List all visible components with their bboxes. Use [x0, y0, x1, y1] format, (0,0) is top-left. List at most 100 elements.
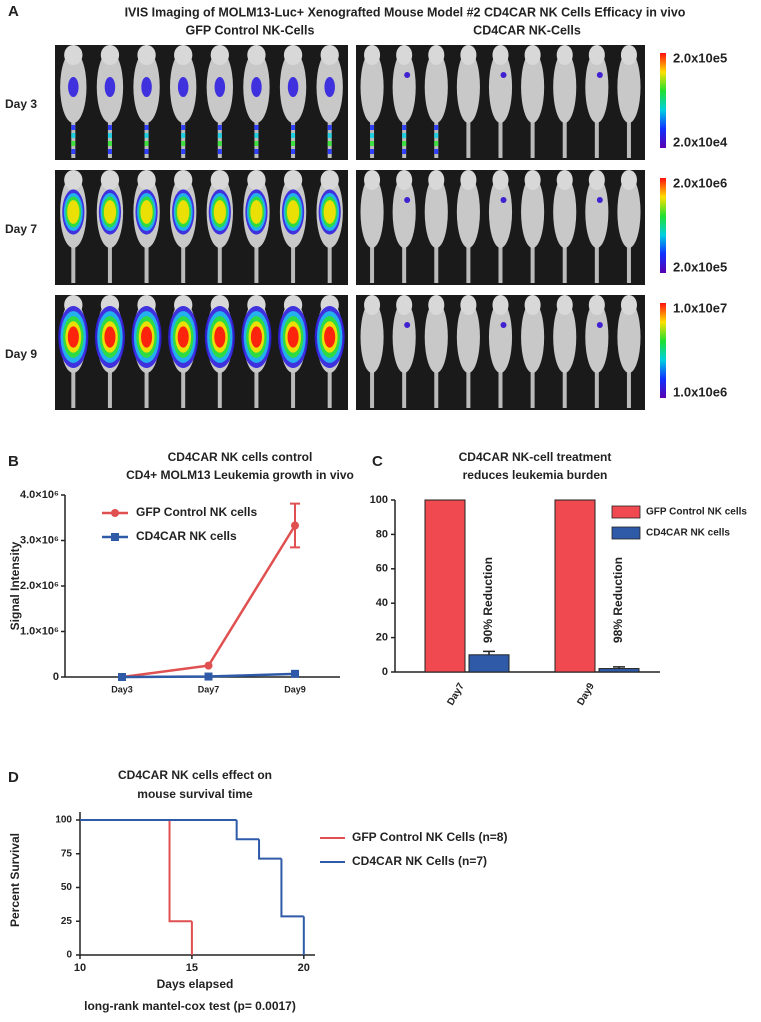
y-axis-label: Signal Intensity — [8, 541, 22, 630]
mouse-body — [392, 176, 416, 248]
error-bar — [613, 666, 625, 669]
legend-label: CD4CAR NK Cells (n=7) — [352, 854, 487, 868]
mouse-body — [360, 301, 384, 373]
mouse-body — [424, 51, 448, 123]
mouse-head — [620, 45, 637, 65]
legend-label: GFP Control NK cells — [136, 505, 257, 519]
signal — [434, 125, 439, 130]
signal — [254, 141, 259, 146]
y-tick-label: 60 — [376, 563, 388, 575]
signal — [181, 141, 186, 146]
signal — [291, 149, 296, 154]
signal — [213, 200, 226, 224]
y-tick-label: 4.0×10⁶ — [20, 489, 59, 501]
x-tick-label: 15 — [186, 962, 198, 974]
legend-marker — [111, 533, 119, 541]
mouse-head — [396, 170, 413, 190]
mouse-head — [396, 295, 413, 315]
mouse-body — [392, 51, 416, 123]
signal — [500, 322, 507, 328]
mouse-body — [617, 51, 641, 123]
signal — [370, 133, 375, 138]
mouse-head — [100, 45, 120, 65]
survival-step — [280, 858, 304, 918]
signal — [434, 149, 439, 154]
y-tick-label: 1.0×10⁶ — [20, 625, 59, 637]
legend-swatch — [611, 526, 641, 540]
mouse-head — [210, 45, 229, 65]
mouse-body — [360, 176, 384, 248]
y-tick-label: 0 — [66, 950, 72, 961]
signal — [107, 125, 112, 130]
mouse-head — [428, 45, 445, 65]
mouse-body — [553, 176, 577, 248]
mouse-head — [174, 170, 193, 190]
signal — [141, 77, 152, 97]
survival-step — [168, 820, 192, 923]
signal — [254, 125, 259, 130]
signal — [103, 200, 117, 224]
signal — [177, 77, 189, 97]
signal — [287, 326, 299, 348]
bar — [468, 654, 510, 673]
signal — [404, 197, 411, 203]
mouse-body — [617, 301, 641, 373]
mouse-head — [174, 45, 193, 65]
mouse-head — [492, 45, 509, 65]
signal — [500, 72, 507, 78]
mouse-body — [424, 301, 448, 373]
y-tick-label: 20 — [376, 632, 388, 644]
mouse-head — [247, 170, 266, 190]
marker — [291, 521, 299, 530]
signal — [68, 77, 79, 97]
mouse-head — [428, 170, 445, 190]
signal — [370, 149, 375, 154]
signal — [402, 149, 407, 154]
mouse-head — [320, 170, 339, 190]
signal — [71, 125, 76, 130]
marker — [204, 661, 213, 670]
signal — [181, 149, 186, 154]
scale-label: 1.0x10e7 — [673, 300, 727, 315]
day-label: Day 7 — [5, 222, 37, 236]
signal — [67, 326, 79, 348]
signal — [71, 141, 76, 146]
mouse-body — [553, 301, 577, 373]
annotation: 98% Reduction — [611, 557, 625, 643]
mouse-body — [585, 301, 609, 373]
signal — [254, 133, 259, 138]
mouse-body — [521, 51, 545, 123]
mouse-head — [137, 170, 156, 190]
chart-title: CD4CAR NK cells effect on — [118, 768, 272, 782]
x-tick-label: Day7 — [198, 684, 220, 694]
mouse-head — [364, 45, 381, 65]
signal — [291, 133, 296, 138]
panel-label: A — [8, 3, 19, 20]
mouse-head — [588, 170, 605, 190]
signal — [291, 141, 296, 146]
x-tick-label: 20 — [298, 962, 310, 974]
chart-title: CD4CAR NK cells control — [168, 450, 313, 464]
y-tick-label: 2.0×10⁶ — [20, 580, 59, 592]
legend-label: GFP Control NK Cells (n=8) — [352, 830, 507, 844]
panel-label: D — [8, 769, 19, 786]
signal — [434, 141, 439, 146]
legend-swatch — [611, 505, 641, 519]
mouse-body — [424, 176, 448, 248]
signal — [370, 141, 375, 146]
signal — [324, 326, 336, 348]
mouse-body — [585, 176, 609, 248]
signal — [144, 133, 149, 138]
signal — [217, 149, 222, 154]
signal — [402, 133, 407, 138]
mouse-head — [620, 170, 637, 190]
x-tick-label: Day7 — [445, 681, 467, 708]
mouse-body — [456, 176, 480, 248]
signal — [323, 200, 336, 224]
y-tick-label: 3.0×10⁶ — [20, 534, 59, 546]
signal — [144, 125, 149, 130]
group-label: GFP Control NK-Cells — [186, 23, 315, 37]
x-tick-label: Day3 — [111, 684, 133, 694]
y-tick-label: 50 — [61, 882, 73, 893]
